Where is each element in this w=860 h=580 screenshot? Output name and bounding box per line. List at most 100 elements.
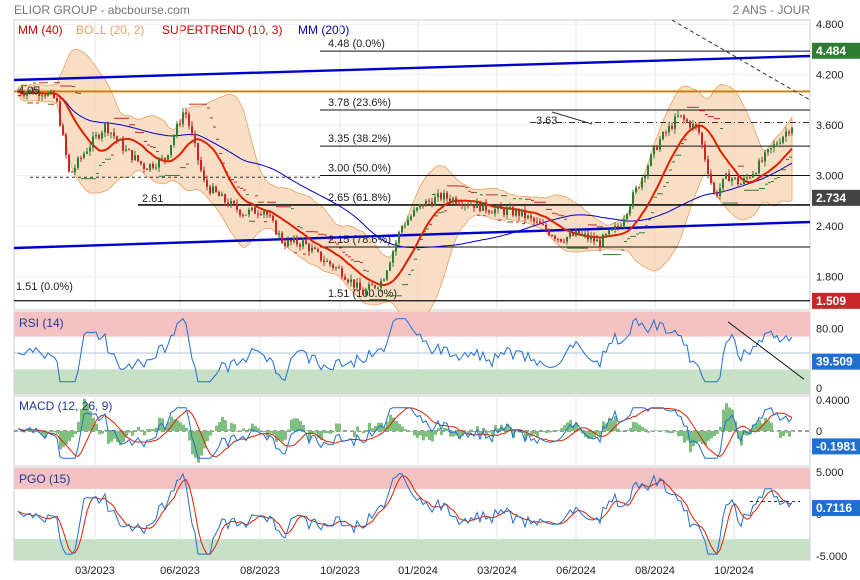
candle-body — [299, 244, 301, 247]
macd-histogram-bar — [671, 431, 674, 434]
x-tick-label: 10/2024 — [714, 565, 754, 577]
x-tick-label: 08/2024 — [635, 565, 675, 577]
macd-histogram-bar — [29, 429, 32, 431]
macd-histogram-bar — [74, 431, 77, 435]
macd-histogram-bar — [266, 431, 269, 438]
candle-body — [788, 131, 790, 134]
legend-mm40[interactable]: MM (40) — [18, 23, 63, 37]
rsi-trend-line — [727, 321, 805, 380]
candle-body — [596, 239, 598, 242]
candle-body — [176, 123, 178, 137]
macd-histogram-bar — [131, 431, 134, 436]
candle-body — [644, 175, 646, 179]
macd-histogram-bar — [479, 431, 482, 436]
macd-histogram-bar — [530, 431, 533, 437]
rsi-badge-text: 39.509 — [816, 355, 853, 369]
macd-histogram-bar — [695, 431, 698, 444]
macd-histogram-bar — [443, 427, 446, 431]
macd-histogram-bar — [68, 431, 71, 441]
candle-body — [257, 213, 259, 215]
candle-body — [350, 279, 352, 283]
candle-body — [284, 242, 286, 247]
candle-body — [704, 144, 706, 160]
y-tick-label: 4.800 — [816, 19, 844, 31]
candle-body — [347, 279, 349, 283]
candle-body — [665, 132, 667, 134]
macd-histogram-bar — [572, 425, 575, 431]
candle-body — [263, 211, 265, 215]
macd-histogram-bar — [590, 431, 593, 439]
candle-body — [32, 89, 34, 95]
macd-histogram-bar — [764, 417, 767, 431]
candle-body — [515, 209, 517, 216]
candle-body — [656, 146, 658, 150]
macd-histogram-bar — [713, 431, 716, 437]
macd-histogram-bar — [53, 431, 56, 433]
macd-histogram-bar — [596, 431, 599, 434]
candle-body — [767, 149, 769, 153]
candle-body — [71, 171, 73, 173]
macd-histogram-bar — [197, 431, 200, 463]
legend-supertrend[interactable]: SUPERTREND (10, 3) — [162, 23, 282, 37]
candle-body — [377, 287, 379, 289]
macd-histogram-bar — [599, 431, 602, 437]
candle-body — [776, 143, 778, 145]
candle-body — [413, 210, 415, 217]
candle-body — [353, 279, 355, 288]
macd-histogram-bar — [602, 421, 605, 431]
candle-body — [554, 236, 556, 239]
candle-body — [278, 233, 280, 235]
macd-histogram-bar — [494, 425, 497, 431]
macd-histogram-bar — [467, 431, 470, 434]
macd-histogram-bar — [716, 431, 719, 434]
candle-body — [209, 186, 211, 194]
candle-body — [548, 230, 550, 236]
candle-body — [227, 202, 229, 206]
candle-body — [224, 194, 226, 203]
candle-body — [572, 232, 574, 236]
macd-histogram-bar — [782, 431, 785, 437]
candle-body — [659, 139, 661, 150]
macd-histogram-bar — [113, 431, 116, 439]
level-label: 2.61 — [142, 193, 163, 205]
level-label: 1.51 (0.0%) — [16, 281, 73, 293]
candle-body — [671, 125, 673, 129]
macd-histogram-bar — [305, 430, 308, 431]
macd-line — [17, 407, 793, 459]
legend-boll[interactable]: BOLL (20, 2) — [76, 23, 144, 37]
candle-body — [437, 193, 439, 198]
macd-histogram-bar — [215, 425, 218, 431]
macd-histogram-bar — [644, 428, 647, 431]
candle-body — [74, 167, 76, 173]
macd-histogram-bar — [587, 431, 590, 439]
macd-histogram-bar — [185, 427, 188, 431]
pgo-overbought-zone — [14, 468, 810, 489]
candle-body — [527, 215, 529, 219]
legend-mm200[interactable]: MM (200) — [298, 23, 349, 37]
candle-body — [455, 198, 457, 204]
macd-histogram-bar — [617, 428, 620, 431]
candle-body — [677, 115, 679, 117]
upper-channel-line — [13, 54, 811, 82]
candle-body — [746, 177, 748, 179]
candle-body — [329, 261, 331, 265]
macd-histogram-bar — [95, 423, 98, 431]
macd-histogram-bar — [398, 423, 401, 431]
mini-trend-line — [551, 111, 593, 125]
macd-histogram-bar — [332, 431, 335, 433]
candle-body — [122, 139, 124, 151]
macd-histogram-bar — [674, 431, 677, 432]
candle-body — [563, 241, 565, 243]
candle-body — [494, 209, 496, 214]
macd-histogram-bar — [491, 431, 494, 437]
macd-histogram-bar — [20, 431, 23, 432]
candle-body — [305, 240, 307, 245]
candle-body — [461, 204, 463, 206]
candle-body — [614, 225, 616, 229]
y-tick-label: 1.800 — [816, 271, 844, 283]
candle-body — [320, 251, 322, 261]
candle-body — [314, 247, 316, 250]
trend-lines — [13, 19, 811, 250]
candle-body — [749, 177, 751, 179]
fibonacci-levels: 4.48 (0.0%) 3.78 (23.6%) 3.35 (38.2%) 3.00 … — [14, 38, 810, 302]
